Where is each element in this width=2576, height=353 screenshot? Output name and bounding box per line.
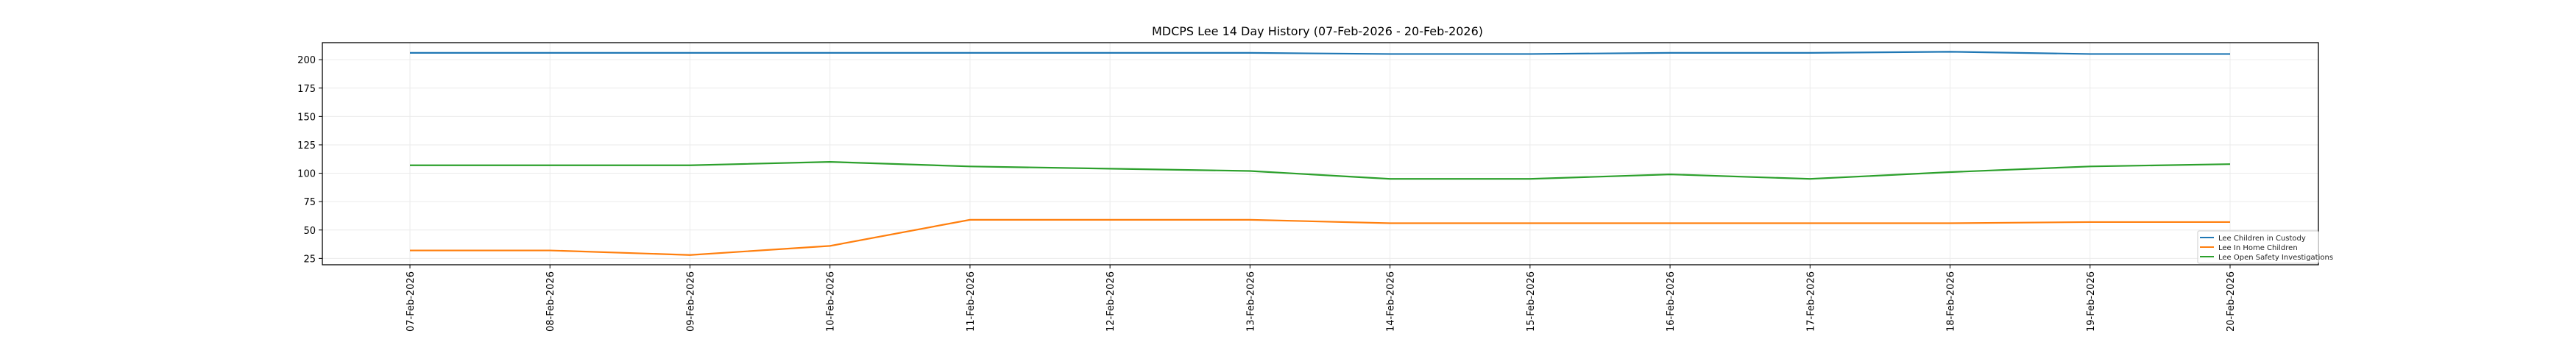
x-tick-label: 18-Feb-2026 [1946, 271, 1957, 332]
legend-label: Lee Open Safety Investigations [2218, 254, 2333, 262]
grid [322, 43, 2318, 265]
y-tick-label: 100 [297, 169, 316, 180]
x-axis: 07-Feb-2026 08-Feb-2026 09-Feb-2026 10-Feb-… [406, 265, 2237, 332]
series-lines [410, 51, 2231, 256]
x-tick-label: 12-Feb-2026 [1105, 271, 1117, 332]
x-tick-label: 07-Feb-2026 [406, 271, 417, 332]
x-tick-label: 13-Feb-2026 [1245, 271, 1256, 332]
x-tick-label: 16-Feb-2026 [1666, 271, 1677, 332]
legend-label: Lee Children in Custody [2218, 235, 2306, 243]
x-tick-label: 10-Feb-2026 [826, 271, 837, 332]
legend-box [2197, 230, 2319, 264]
y-tick-label: 125 [297, 140, 316, 151]
x-tick-label: 08-Feb-2026 [545, 271, 556, 332]
y-axis: 25 50 75 100 125 150 175 200 [297, 55, 322, 265]
x-tick-label: 09-Feb-2026 [685, 271, 696, 332]
y-tick-label: 200 [297, 55, 316, 66]
series-line-2 [410, 161, 2231, 180]
y-tick-label: 75 [303, 197, 316, 208]
y-tick-label: 175 [297, 84, 316, 95]
series-line-1 [410, 218, 2230, 256]
y-tick-label: 150 [297, 112, 316, 123]
x-tick-label: 15-Feb-2026 [1526, 271, 1537, 332]
series-line-0 [410, 51, 2230, 55]
x-tick-label: 14-Feb-2026 [1386, 271, 1397, 332]
y-tick-label: 50 [303, 226, 316, 237]
x-tick-label: 19-Feb-2026 [2086, 271, 2097, 332]
x-tick-label: 11-Feb-2026 [966, 271, 977, 332]
y-tick-label: 25 [303, 254, 316, 265]
plot-frame [322, 42, 2319, 265]
legend-label: Lee In Home Children [2218, 244, 2298, 252]
x-tick-label: 20-Feb-2026 [2226, 271, 2237, 332]
x-tick-label: 17-Feb-2026 [1805, 271, 1816, 332]
chart-title: MDCPS Lee 14 Day History (07-Feb-2026 - … [1152, 24, 1483, 38]
